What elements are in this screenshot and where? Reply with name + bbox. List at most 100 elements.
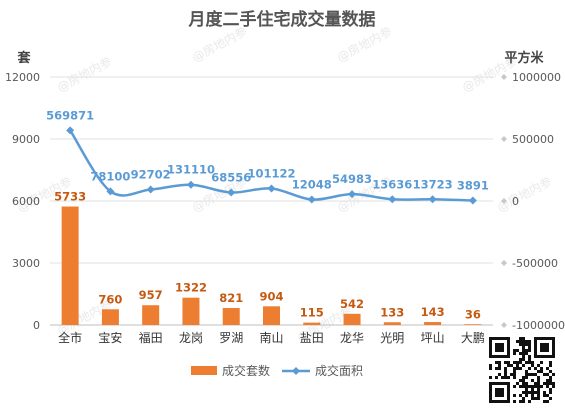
qr-module (519, 394, 522, 397)
qr-module (507, 361, 510, 364)
bar (424, 322, 442, 325)
bar-data-label: 542 (340, 297, 364, 311)
category-label: 龙岗 (179, 331, 203, 345)
qr-module (522, 382, 525, 385)
qr-module (519, 340, 522, 343)
line-point (66, 126, 75, 135)
category-label: 大鹏 (461, 331, 485, 345)
category-labels: 全市 宝安 福田 龙岗 罗湖 南山 盐田 龙华 光明 坪山 大鹏 (58, 330, 485, 345)
bar (222, 308, 240, 325)
legend: 成交套数 成交面积 (191, 363, 363, 378)
qr-module (519, 385, 522, 388)
qr-module (537, 385, 540, 388)
qr-module (537, 379, 540, 382)
qr-module (528, 340, 531, 343)
bar-data-label: 143 (421, 305, 445, 319)
y-right-tick-label: -1000000 (512, 319, 565, 332)
qr-module (507, 364, 510, 367)
qr-module (549, 382, 552, 385)
qr-module (552, 373, 555, 376)
category-label: 福田 (139, 330, 163, 345)
qr-module (525, 394, 528, 397)
line-series (66, 126, 477, 205)
qr-module (495, 367, 498, 370)
qr-module (519, 361, 522, 364)
qr-module (522, 400, 525, 403)
qr-module (516, 367, 519, 370)
qr-module (525, 361, 528, 364)
qr-module (531, 391, 534, 394)
qr-module (543, 391, 546, 394)
y-right-tick-label: -500000 (512, 257, 558, 270)
qr-module (528, 349, 531, 352)
y-left-ticks: 0 3000 6000 9000 12000 (5, 71, 40, 332)
line-point (227, 188, 236, 197)
bar (263, 306, 280, 325)
bar (182, 297, 200, 325)
qr-module (522, 358, 525, 361)
qr-module (528, 385, 531, 388)
qr-module (504, 370, 507, 373)
y-right-ticks: -1000000 -500000 0 500000 1000000 (501, 71, 565, 332)
qr-module (495, 376, 498, 379)
legend-label-line: 成交面积 (315, 363, 363, 378)
qr-module (498, 361, 501, 364)
qr-module (537, 364, 540, 367)
line-data-label: 131110 (167, 163, 215, 177)
qr-module (528, 391, 531, 394)
qr-module (549, 391, 552, 394)
qr-module (549, 364, 552, 367)
line-point (388, 195, 397, 204)
watermark-text: @房地内参 (54, 53, 114, 94)
qr-module (528, 361, 531, 364)
qr-module (528, 358, 531, 361)
qr-module (525, 340, 528, 343)
line-data-label: 92702 (131, 168, 171, 182)
qr-module (513, 373, 516, 376)
qr-module (519, 352, 522, 355)
qr-module (522, 340, 525, 343)
qr-module (534, 367, 537, 370)
qr-module (525, 373, 528, 376)
qr-module (537, 388, 540, 391)
qr-module (513, 370, 516, 373)
qr-module (519, 379, 522, 382)
category-label: 全市 (58, 330, 82, 345)
qr-module (537, 394, 540, 397)
qr-module (549, 370, 552, 373)
bar-data-label: 760 (98, 292, 122, 306)
qr-module (540, 367, 543, 370)
line-point (106, 187, 115, 196)
qr-module (525, 385, 528, 388)
bar-data-label: 36 (465, 307, 481, 321)
y-right-tick-label: 0 (512, 195, 519, 208)
qr-module (504, 361, 507, 364)
category-label: 龙华 (340, 331, 364, 345)
bar (383, 322, 401, 325)
qr-module (522, 337, 525, 340)
qr-module (522, 376, 525, 379)
qr-module (531, 388, 534, 391)
qr-module (504, 373, 507, 376)
y-left-tick-label: 0 (33, 319, 40, 332)
qr-module (552, 385, 555, 388)
qr-module (543, 400, 546, 403)
bar-data-label: 1322 (175, 281, 207, 295)
category-label: 南山 (259, 330, 283, 345)
qr-module (522, 346, 525, 349)
qr-module (516, 349, 519, 352)
qr-module (522, 349, 525, 352)
line-point (468, 196, 477, 205)
qr-module (537, 391, 540, 394)
gridlines (50, 76, 493, 326)
bar (303, 322, 321, 325)
y-left-tick-label: 12000 (5, 71, 40, 84)
y-right-tick-marker (501, 260, 507, 266)
qr-module (489, 364, 492, 367)
qr-module (519, 337, 522, 340)
line-point (146, 185, 155, 194)
qr-module (516, 361, 519, 364)
category-label: 光明 (380, 331, 404, 345)
qr-module (543, 394, 546, 397)
bar-data-labels: 5733 760 957 1322 821 904 115 542 133 143 36 (54, 190, 481, 322)
